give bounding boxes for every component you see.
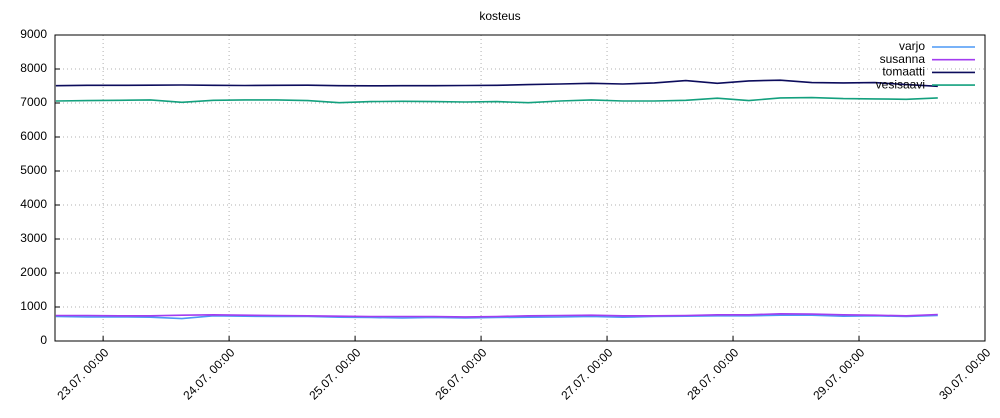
series-line	[55, 96, 938, 104]
series-line	[55, 312, 938, 318]
y-tick-label: 6000	[20, 129, 47, 143]
y-tick-label: 8000	[20, 61, 47, 75]
plot-frame	[54, 34, 986, 342]
y-tick-label: 1000	[20, 299, 47, 313]
legend-label: vesisaavi	[876, 77, 925, 91]
y-tick-label: 5000	[20, 163, 47, 177]
legend-label: susanna	[880, 52, 926, 66]
y-tick-label: 7000	[20, 95, 47, 109]
y-tick-label: 3000	[20, 231, 47, 245]
series-line	[55, 79, 938, 88]
legend-label: tomaatti	[882, 65, 925, 79]
y-tick-label: 9000	[20, 27, 47, 41]
y-tick-label: 0	[40, 333, 47, 347]
legend-label: varjo	[899, 39, 925, 53]
y-tick-label: 4000	[20, 197, 47, 211]
y-tick-label: 2000	[20, 265, 47, 279]
chart-title: kosteus	[479, 9, 520, 23]
series-line	[55, 314, 938, 320]
